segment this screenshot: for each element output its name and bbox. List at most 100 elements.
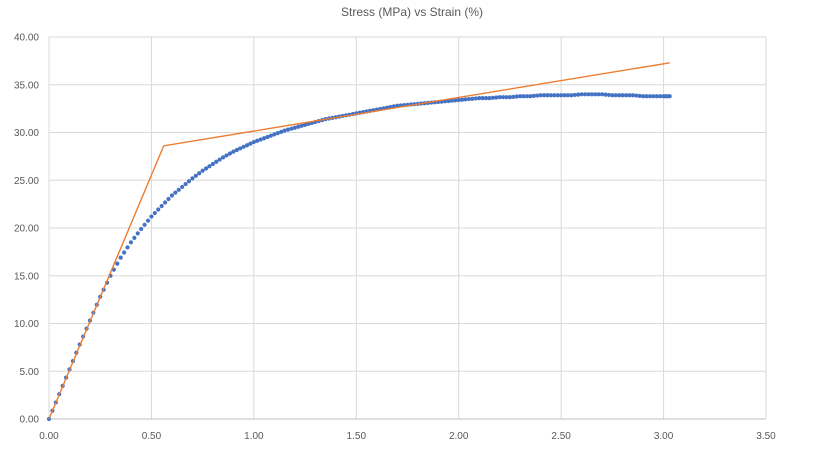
data-point-interp <box>275 131 280 136</box>
data-point-interp <box>156 207 161 212</box>
data-point-interp <box>654 94 659 99</box>
data-point <box>231 149 236 154</box>
data-point-interp <box>122 250 127 255</box>
data-point-interp <box>490 95 495 100</box>
data-point-interp <box>593 92 598 97</box>
data-point-interp <box>480 96 485 101</box>
data-point-interp <box>494 95 499 100</box>
data-point <box>528 94 533 99</box>
y-tick-label: 20.00 <box>14 224 39 235</box>
data-point-interp <box>647 94 653 99</box>
data-point-interp <box>473 96 478 101</box>
data-point-interp <box>524 94 530 99</box>
y-tick-label: 10.00 <box>14 319 39 330</box>
data-point-interp <box>531 93 536 98</box>
y-tick-label: 25.00 <box>14 176 39 187</box>
data-point-interp <box>299 123 304 128</box>
data-point-interp <box>279 129 284 134</box>
data-point <box>651 94 656 99</box>
data-point-interp <box>203 166 209 171</box>
data-point <box>620 93 625 98</box>
data-point-interp <box>162 200 168 205</box>
data-point <box>610 93 615 98</box>
data-point-interp <box>248 141 253 146</box>
y-tick-label: 5.00 <box>20 367 40 378</box>
data-point-interp <box>183 181 188 187</box>
grid-lines <box>49 36 767 419</box>
data-point-interp <box>173 190 178 195</box>
data-point <box>487 96 492 101</box>
x-tick-label: 0.00 <box>39 431 59 442</box>
data-point <box>282 128 287 133</box>
data-point-interp <box>545 93 550 98</box>
data-point <box>497 95 502 100</box>
data-point <box>538 93 543 98</box>
data-point-interp <box>217 157 222 162</box>
y-tick-label: 35.00 <box>14 80 39 91</box>
x-tick-label: 2.50 <box>551 431 571 442</box>
data-point-interp <box>603 92 608 97</box>
data-point <box>548 93 554 98</box>
x-tick-label: 1.50 <box>347 431 367 442</box>
data-point <box>456 97 461 103</box>
data-point-interp <box>135 231 140 236</box>
data-point <box>200 168 205 173</box>
chart-title: Stress (MPa) vs Strain (%) <box>341 5 483 19</box>
data-point-interp <box>658 94 663 99</box>
data-point <box>169 193 175 198</box>
data-point <box>559 93 564 98</box>
data-point <box>579 92 584 97</box>
data-point-interp <box>576 92 581 97</box>
x-tick-label: 1.00 <box>244 431 264 442</box>
data-point <box>128 240 134 245</box>
data-point-interp <box>511 94 516 99</box>
x-tick-label: 2.00 <box>449 431 469 442</box>
data-point-interp <box>115 261 120 266</box>
data-point <box>518 94 523 99</box>
data-point-interp <box>606 92 612 98</box>
data-point-interp <box>132 235 137 240</box>
data-point-interp <box>463 97 468 102</box>
data-point-interp <box>244 143 250 148</box>
data-point-interp <box>634 93 639 98</box>
data-point-interp <box>460 97 465 102</box>
tick-labels: 0.00 0.50 1.00 1.50 2.00 2.50 3.00 3.50 0.00 5.00… <box>14 33 776 443</box>
data-point-interp <box>613 93 618 98</box>
data-point-interp <box>193 173 198 178</box>
y-tick-label: 0.00 <box>20 415 40 426</box>
data-point-interp <box>535 93 540 98</box>
data-point <box>241 144 246 149</box>
data-point-interp <box>623 93 629 98</box>
x-tick-label: 3.50 <box>756 431 776 442</box>
data-point-interp <box>238 146 243 151</box>
data-point-interp <box>555 93 560 98</box>
data-point-interp <box>265 134 270 140</box>
y-tick-label: 15.00 <box>14 271 39 282</box>
data-point <box>190 176 195 181</box>
data-point <box>149 214 154 219</box>
data-point-interp <box>582 92 588 97</box>
data-point-interp <box>483 96 489 101</box>
data-point-interp <box>258 137 263 142</box>
data-point <box>507 95 513 100</box>
data-point-interp <box>268 133 274 138</box>
data-point <box>221 155 226 160</box>
data-point-interp <box>453 98 458 103</box>
data-series <box>46 62 672 422</box>
data-point-interp <box>521 94 526 99</box>
data-point-interp <box>224 153 229 158</box>
data-point-interp <box>234 147 239 153</box>
x-tick-label: 3.00 <box>654 431 674 442</box>
data-point-interp <box>562 93 567 98</box>
data-point-interp <box>296 124 301 129</box>
data-point <box>210 161 215 167</box>
data-point <box>640 94 646 99</box>
data-point-interp <box>514 94 519 99</box>
data-point-interp <box>586 92 591 97</box>
data-point <box>630 93 635 98</box>
data-point <box>302 122 308 127</box>
data-point-interp <box>197 171 202 176</box>
data-point-interp <box>627 93 632 98</box>
data-point <box>272 132 277 137</box>
